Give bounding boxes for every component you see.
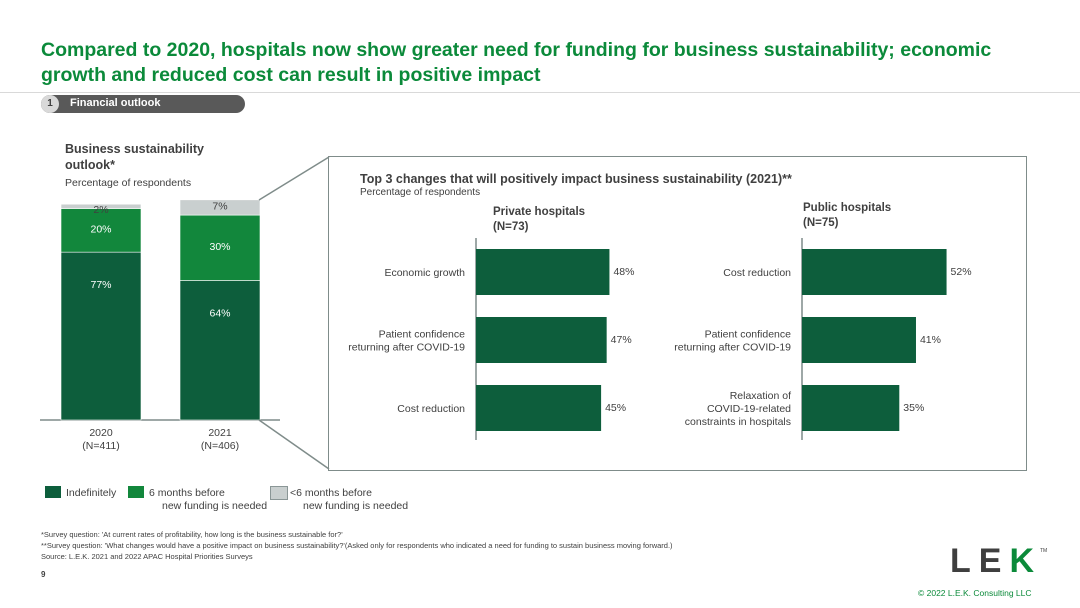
legend-label: <6 months before new funding is needed xyxy=(290,487,409,512)
public-header-title: Public hospitals xyxy=(803,202,892,214)
bar-segment xyxy=(60,208,142,253)
hbar-category-label: Cost reduction xyxy=(397,403,465,415)
legend-swatch xyxy=(270,486,288,500)
hbar-value-label: 52% xyxy=(951,266,972,278)
legend-label: Indefinitely xyxy=(66,487,117,499)
source-note: Source: L.E.K. 2021 and 2022 APAC Hospit… xyxy=(41,552,253,561)
bar-segment xyxy=(179,199,261,216)
public-header-n: (N=75) xyxy=(803,217,839,229)
hbar-category-label: returning after COVID-19 xyxy=(674,342,791,354)
title-divider xyxy=(0,92,1080,93)
bar-label: 30% xyxy=(209,241,230,253)
page-number: 9 xyxy=(41,570,46,579)
category-n-label: (N=406) xyxy=(201,440,239,452)
bar-segment xyxy=(60,203,142,209)
bar-label: 2% xyxy=(93,204,108,216)
footnote-1: *Survey question: 'At current rates of p… xyxy=(41,530,343,539)
private-header-n: (N=73) xyxy=(493,221,529,233)
hbar-category-label: Cost reduction xyxy=(723,267,791,279)
category-n-label: (N=411) xyxy=(82,440,119,452)
left-chart-subtitle: Percentage of respondents xyxy=(65,177,192,189)
hbar-value-label: 41% xyxy=(920,334,941,346)
section-number: 1 xyxy=(41,95,59,113)
hbar-category-label: Patient confidence xyxy=(379,329,466,341)
bar-segment xyxy=(179,280,261,421)
bar-label: 20% xyxy=(90,223,111,235)
bar-segment xyxy=(179,214,261,281)
hbar-category-label: COVID-19-related xyxy=(707,403,791,415)
logo-text: LEK xyxy=(950,542,1043,580)
lek-logo: LEK xyxy=(950,542,1042,581)
hbar xyxy=(802,385,900,431)
hbar-value-label: 35% xyxy=(903,402,924,414)
panel-subtitle: Percentage of respondents xyxy=(360,187,481,198)
hbar-category-label: returning after COVID-19 xyxy=(348,342,465,354)
footnote-2: **Survey question: 'What changes would h… xyxy=(41,541,673,550)
public-header: Public hospitals (N=75) xyxy=(803,201,891,231)
legend-label: 6 months before new funding is needed xyxy=(149,487,268,512)
category-label: 2021 xyxy=(208,427,232,439)
hbar-value-label: 47% xyxy=(611,334,632,346)
hbar-value-label: 45% xyxy=(605,402,626,414)
legend-swatch xyxy=(45,486,61,498)
legend-swatch xyxy=(128,486,144,498)
left-chart-title: Business sustainability outlook* Percent… xyxy=(65,141,235,191)
page-title: Compared to 2020, hospitals now show gre… xyxy=(41,39,992,86)
section-tag: 1 Financial outlook xyxy=(41,95,245,113)
section-label: Financial outlook xyxy=(70,97,161,109)
connector-lines xyxy=(258,156,330,470)
hbar xyxy=(802,249,947,295)
hbar xyxy=(476,249,610,295)
bar-label: 7% xyxy=(212,200,227,212)
category-label: 2020 xyxy=(89,427,113,439)
panel-title: Top 3 changes that will positively impac… xyxy=(360,172,792,198)
bar-segment xyxy=(60,251,142,421)
hbar xyxy=(476,317,607,363)
hbar xyxy=(476,385,602,431)
panel-title-text: Top 3 changes that will positively impac… xyxy=(360,172,792,186)
hbar-category-label: Economic growth xyxy=(384,267,465,279)
hbar-category-label: constraints in hospitals xyxy=(685,416,791,428)
impact-panel xyxy=(328,156,1027,471)
hbar xyxy=(802,317,916,363)
private-header-title: Private hospitals xyxy=(493,206,586,218)
bar-label: 64% xyxy=(209,307,230,319)
hbar-category-label: Patient confidence xyxy=(705,329,792,341)
copyright: © 2022 L.E.K. Consulting LLC xyxy=(918,588,1032,598)
hbar-category-label: Relaxation of xyxy=(730,390,791,402)
left-chart-title-text: Business sustainability outlook* xyxy=(65,142,204,172)
private-header: Private hospitals (N=73) xyxy=(493,205,585,235)
stacked-bar-chart: 77% 20% 2% 2020(N=411) 64% 30% 7% 2021(N=406) xyxy=(40,199,280,452)
trademark: TM xyxy=(1040,548,1048,554)
hbar-value-label: 48% xyxy=(613,266,634,278)
bar-label: 77% xyxy=(90,279,111,291)
